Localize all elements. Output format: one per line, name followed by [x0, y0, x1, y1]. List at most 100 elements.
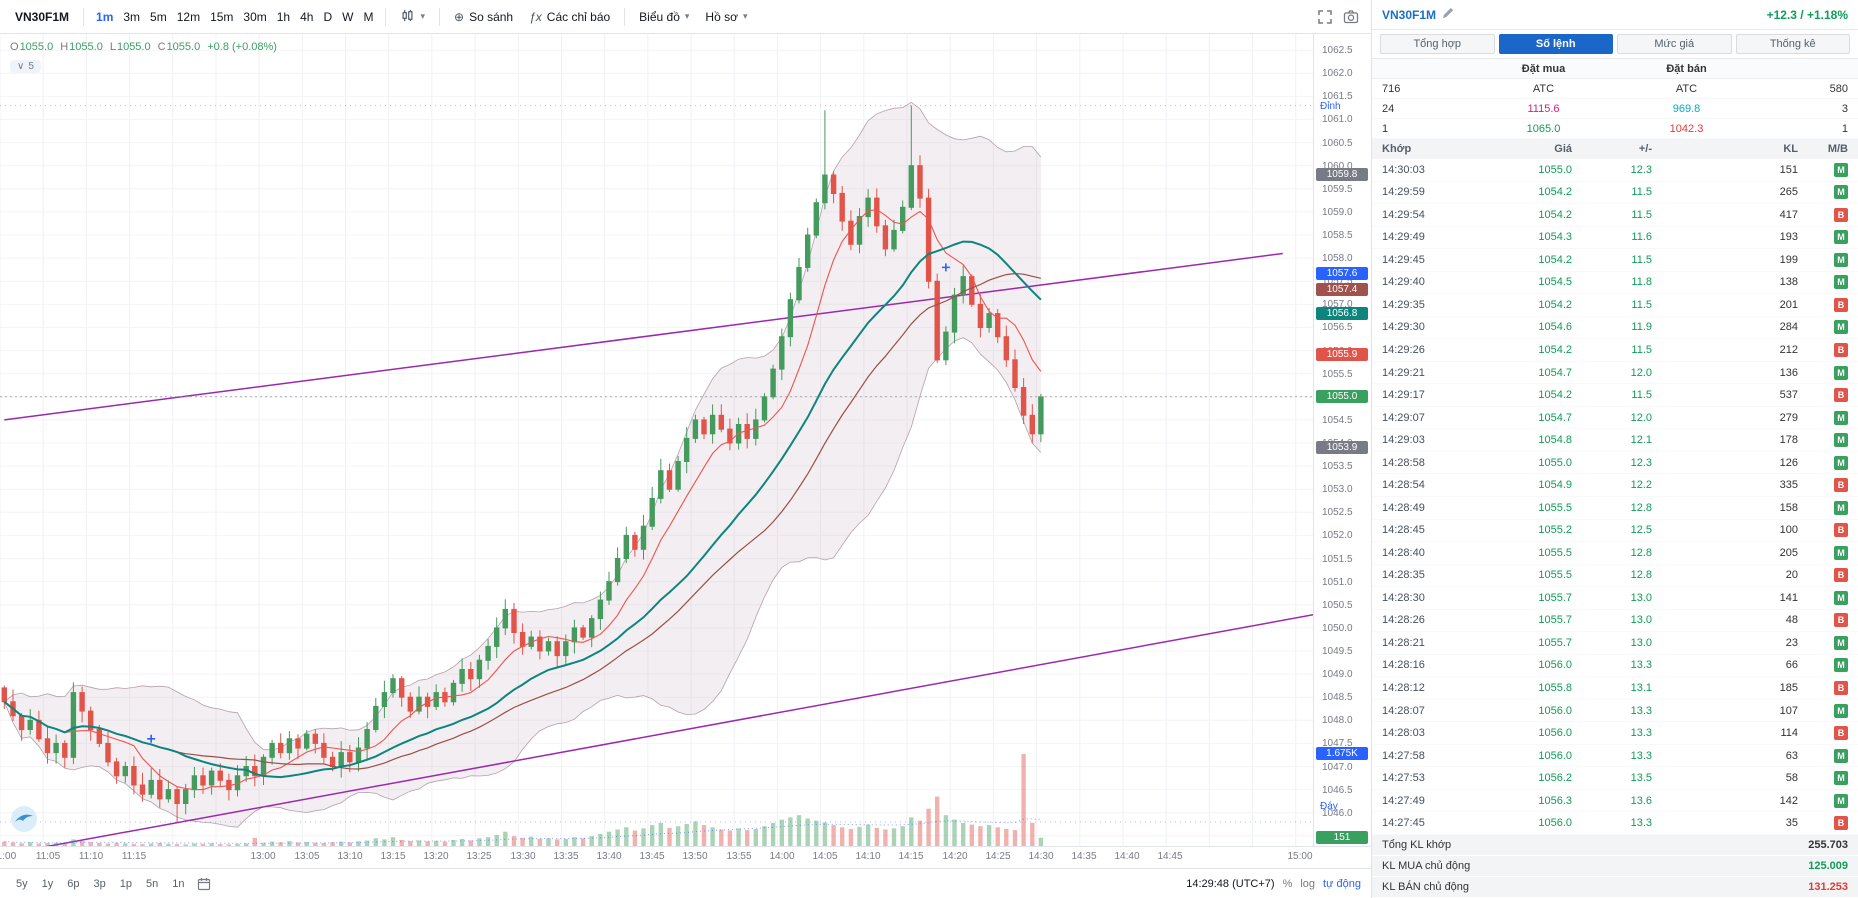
profile-menu-button[interactable]: Hồ sơ ▾	[698, 7, 754, 27]
tab-số-lệnh[interactable]: Số lệnh	[1498, 34, 1613, 54]
timeframe-3m[interactable]: 3m	[123, 9, 141, 24]
timeframe-5m[interactable]: 5m	[150, 9, 167, 24]
range-5y[interactable]: 5y	[16, 877, 28, 890]
range-1y[interactable]: 1y	[41, 877, 54, 890]
candlestick-chart[interactable]	[0, 34, 1313, 846]
price-tick: 1055.5	[1322, 369, 1353, 380]
pencil-icon[interactable]	[1442, 7, 1454, 22]
side-badge: M	[1834, 185, 1848, 200]
trade-row[interactable]: 14:28:35 1055.5 12.8 20 B	[1372, 565, 1858, 588]
price-tick: 1058.5	[1322, 230, 1353, 241]
trade-row[interactable]: 14:28:45 1055.2 12.5 100 B	[1372, 520, 1858, 543]
range-3p[interactable]: 3p	[93, 877, 106, 890]
range-6p[interactable]: 6p	[67, 877, 80, 890]
range-1n[interactable]: 1n	[172, 877, 185, 890]
buy-price[interactable]: ATC	[1532, 82, 1555, 95]
trade-row[interactable]: 14:29:54 1054.2 11.5 417 B	[1372, 204, 1858, 227]
symbol-button[interactable]: VN30F1M	[8, 7, 76, 27]
tab-mức-giá[interactable]: Mức giá	[1617, 34, 1732, 54]
trade-row[interactable]: 14:28:03 1056.0 13.3 114 B	[1372, 722, 1858, 745]
timeframe-4h[interactable]: 4h	[300, 9, 314, 24]
trade-price: 1054.8	[1538, 434, 1572, 447]
indicators-button[interactable]: ƒx Các chỉ báo	[522, 7, 617, 27]
trade-row[interactable]: 14:29:49 1054.3 11.6 193 M	[1372, 227, 1858, 250]
sell-price[interactable]: 969.8	[1672, 102, 1701, 115]
trade-row[interactable]: 14:28:16 1056.0 13.3 66 M	[1372, 655, 1858, 678]
trade-row[interactable]: 14:28:30 1055.7 13.0 141 M	[1372, 587, 1858, 610]
trade-row[interactable]: 14:28:40 1055.5 12.8 205 M	[1372, 542, 1858, 565]
trade-row[interactable]: 14:29:30 1054.6 11.9 284 M	[1372, 317, 1858, 340]
trade-row[interactable]: 14:29:40 1054.5 11.8 138 M	[1372, 272, 1858, 295]
time-tick: 14:10	[855, 851, 881, 862]
trade-row[interactable]: 14:28:21 1055.7 13.0 23 M	[1372, 632, 1858, 655]
panel-header: VN30F1M +12.3 / +1.18%	[1372, 0, 1858, 30]
buy-volume: 716	[1382, 82, 1401, 95]
trade-row[interactable]: 14:28:54 1054.9 12.2 335 B	[1372, 474, 1858, 497]
timeframe-12m[interactable]: 12m	[176, 9, 201, 24]
timeframe-15m[interactable]: 15m	[210, 9, 234, 24]
trade-row[interactable]: 14:27:53 1056.2 13.5 58 M	[1372, 767, 1858, 790]
buy-price[interactable]: 1065.0	[1526, 122, 1561, 135]
trade-row[interactable]: 14:29:59 1054.2 11.5 265 M	[1372, 182, 1858, 205]
range-1p[interactable]: 1p	[119, 877, 132, 890]
time-tick: 14:25	[985, 851, 1011, 862]
trade-row[interactable]: 14:27:49 1056.3 13.6 142 M	[1372, 790, 1858, 813]
trade-time: 14:29:30	[1382, 321, 1425, 334]
trade-row[interactable]: 14:29:26 1054.2 11.5 212 B	[1372, 339, 1858, 362]
tab-thống-kê[interactable]: Thống kê	[1735, 34, 1850, 54]
trade-row[interactable]: 14:28:26 1055.7 13.0 48 B	[1372, 610, 1858, 633]
trade-row[interactable]: 14:28:58 1055.0 12.3 126 M	[1372, 452, 1858, 475]
price-tick: 1051.0	[1322, 577, 1353, 588]
indicator-collapse-toggle[interactable]: ∨ 5	[10, 60, 41, 73]
price-tick: 1046.0	[1322, 808, 1353, 819]
auto-scale-toggle[interactable]: tự động	[1323, 877, 1361, 890]
buy-price[interactable]: 1115.6	[1527, 102, 1560, 115]
chart-menu-button[interactable]: Biểu đồ ▾	[632, 7, 696, 27]
compare-button[interactable]: ⊕ So sánh	[447, 7, 520, 27]
chart-style-button[interactable]: ▾	[393, 5, 432, 29]
tab-tổng-hợp[interactable]: Tổng hợp	[1380, 34, 1495, 54]
trade-row[interactable]: 14:27:58 1056.0 13.3 63 M	[1372, 745, 1858, 768]
trade-row[interactable]: 14:28:49 1055.5 12.8 158 M	[1372, 497, 1858, 520]
trade-row[interactable]: 14:29:35 1054.2 11.5 201 B	[1372, 294, 1858, 317]
trade-row[interactable]: 14:29:17 1054.2 11.5 537 B	[1372, 384, 1858, 407]
trade-row[interactable]: 14:28:12 1055.8 13.1 185 B	[1372, 677, 1858, 700]
range-5n[interactable]: 5n	[146, 877, 159, 890]
trade-row[interactable]: 14:29:21 1054.7 12.0 136 M	[1372, 362, 1858, 385]
panel-symbol-button[interactable]: VN30F1M	[1382, 7, 1454, 22]
sell-price[interactable]: 1042.3	[1669, 122, 1704, 135]
timeframe-30m[interactable]: 30m	[243, 9, 267, 24]
side-badge: M	[1834, 748, 1848, 763]
time-axis[interactable]: 11:00 11:05 11:10 11:15 13:00 13:05 13:10 13:15…	[0, 846, 1371, 868]
sell-price[interactable]: ATC	[1675, 82, 1698, 95]
trade-volume: 58	[1785, 772, 1798, 785]
trade-change: 12.1	[1630, 434, 1652, 447]
timeframe-W[interactable]: W	[342, 9, 354, 24]
timeframe-M[interactable]: M	[363, 9, 374, 24]
trade-row[interactable]: 14:29:45 1054.2 11.5 199 M	[1372, 249, 1858, 272]
order-book: 716 ATC ATC 580 24 1115.6 969.8 3 1 1065.0 1042.3 1	[1372, 79, 1858, 139]
summary-row: KL BÁN chủ động 131.253	[1372, 877, 1858, 898]
timeframe-D[interactable]: D	[323, 9, 333, 24]
trade-row[interactable]: 14:27:45 1056.0 13.3 35 B	[1372, 812, 1858, 835]
timeframe-1h[interactable]: 1h	[276, 9, 291, 24]
side-badge: M	[1834, 275, 1848, 290]
trade-row[interactable]: 14:29:03 1054.8 12.1 178 M	[1372, 429, 1858, 452]
price-axis[interactable]: 1045.51046.01046.51047.01047.51048.01048…	[1313, 34, 1371, 846]
bottom-toolbar: 5y 1y 6p 3p 1p 5n 1n 14:29:48 (UTC+7) % log tự…	[0, 868, 1371, 898]
goto-date-icon[interactable]	[197, 877, 211, 891]
trade-row[interactable]: 14:29:07 1054.7 12.0 279 M	[1372, 407, 1858, 430]
trade-time: 14:28:54	[1382, 479, 1425, 492]
percent-scale-toggle[interactable]: %	[1282, 877, 1293, 890]
trade-time: 14:29:40	[1382, 276, 1425, 289]
trade-row[interactable]: 14:30:03 1055.0 12.3 151 M	[1372, 159, 1858, 182]
fullscreen-icon[interactable]	[1317, 9, 1333, 25]
trade-row[interactable]: 14:28:07 1056.0 13.3 107 M	[1372, 700, 1858, 723]
snapshot-icon[interactable]	[1343, 9, 1359, 25]
clock[interactable]: 14:29:48 (UTC+7)	[1186, 877, 1275, 890]
trade-change: 13.3	[1630, 659, 1652, 672]
timeframe-1m[interactable]: 1m	[96, 9, 114, 24]
log-scale-toggle[interactable]: log	[1300, 877, 1316, 890]
range-group: 5y 1y 6p 3p 1p 5n 1n	[10, 876, 191, 892]
price-tag: 151	[1316, 831, 1368, 844]
